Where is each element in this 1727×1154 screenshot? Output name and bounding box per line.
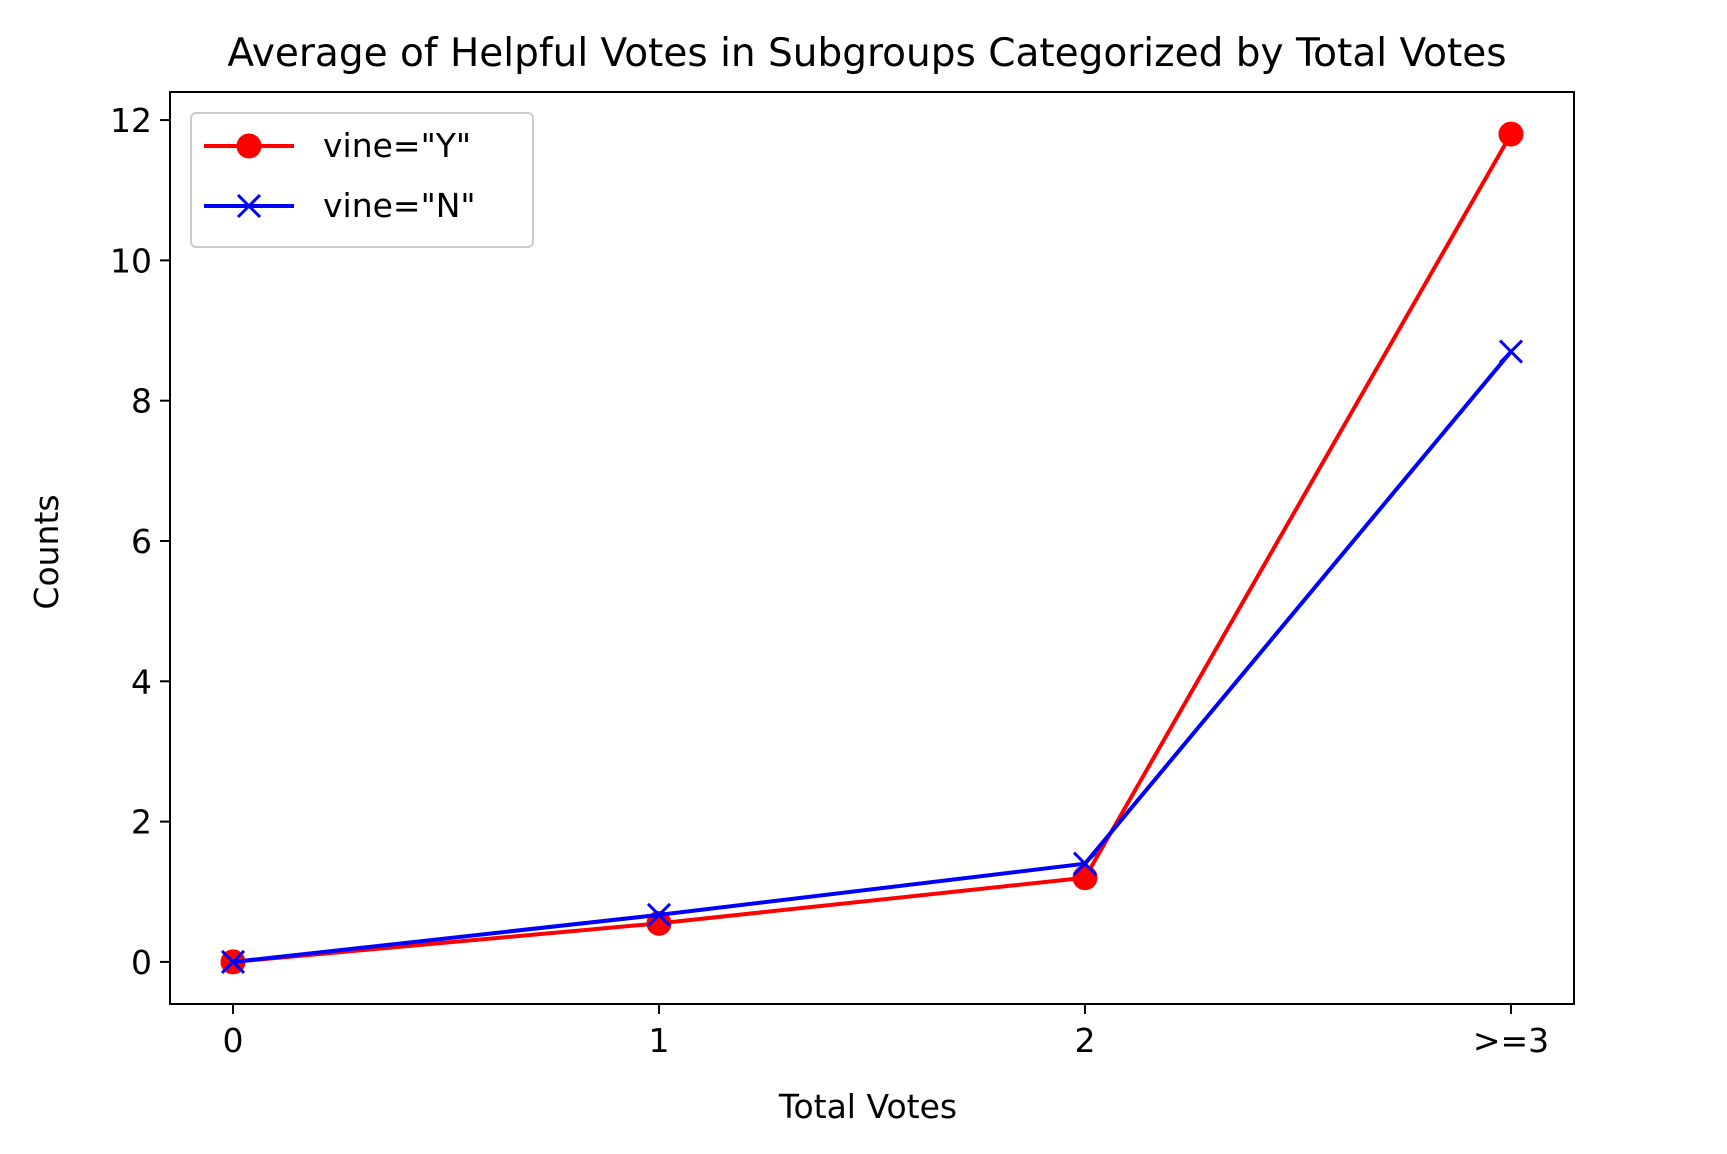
series-line — [232, 350, 1513, 964]
series-2 — [220, 339, 1524, 974]
data-point — [1072, 865, 1098, 891]
legend-item: vine="Y" — [204, 126, 471, 165]
legend: vine="Y" vine="N" — [190, 112, 534, 248]
marker-x-stroke — [236, 193, 262, 219]
y-tick-label: 6 — [131, 522, 152, 561]
x-axis: 0 1 2 >=3 — [223, 1004, 1549, 1060]
x-tick-label: 1 — [649, 1021, 670, 1060]
marker-x-stroke — [646, 902, 672, 927]
x-axis-label: Total Votes — [778, 1087, 957, 1126]
legend-marker — [236, 133, 262, 159]
series-line — [232, 133, 1513, 964]
series-layer — [220, 121, 1524, 975]
chart-title: Average of Helpful Votes in Subgroups Ca… — [227, 31, 1506, 76]
legend-item: vine="N" — [204, 186, 476, 225]
data-point — [646, 902, 672, 927]
data-point — [1498, 121, 1524, 147]
data-point — [1498, 339, 1524, 364]
data-point — [1072, 851, 1098, 876]
marker-x-stroke — [1072, 851, 1098, 876]
data-point — [220, 949, 246, 974]
plot-frame — [169, 91, 1575, 1005]
y-axis-label: Counts — [27, 494, 66, 609]
y-tick-label: 2 — [131, 803, 152, 842]
marker-x-stroke — [220, 949, 246, 974]
legend-marker — [236, 193, 262, 219]
y-axis: 0 2 4 6 8 10 12 — [110, 101, 170, 982]
marker-x-stroke — [1498, 339, 1524, 364]
x-tick-label: 2 — [1075, 1021, 1096, 1060]
legend-label: vine="N" — [323, 186, 476, 225]
x-tick-label: >=3 — [1473, 1021, 1549, 1060]
y-tick-label: 0 — [131, 943, 152, 982]
legend-label: vine="Y" — [323, 126, 471, 165]
y-tick-label: 4 — [131, 662, 152, 701]
plot-area — [169, 91, 1575, 1005]
y-tick-label: 8 — [131, 382, 152, 421]
y-tick-label: 10 — [110, 241, 152, 280]
y-tick-label: 12 — [110, 101, 152, 140]
x-tick-label: 0 — [223, 1021, 244, 1060]
